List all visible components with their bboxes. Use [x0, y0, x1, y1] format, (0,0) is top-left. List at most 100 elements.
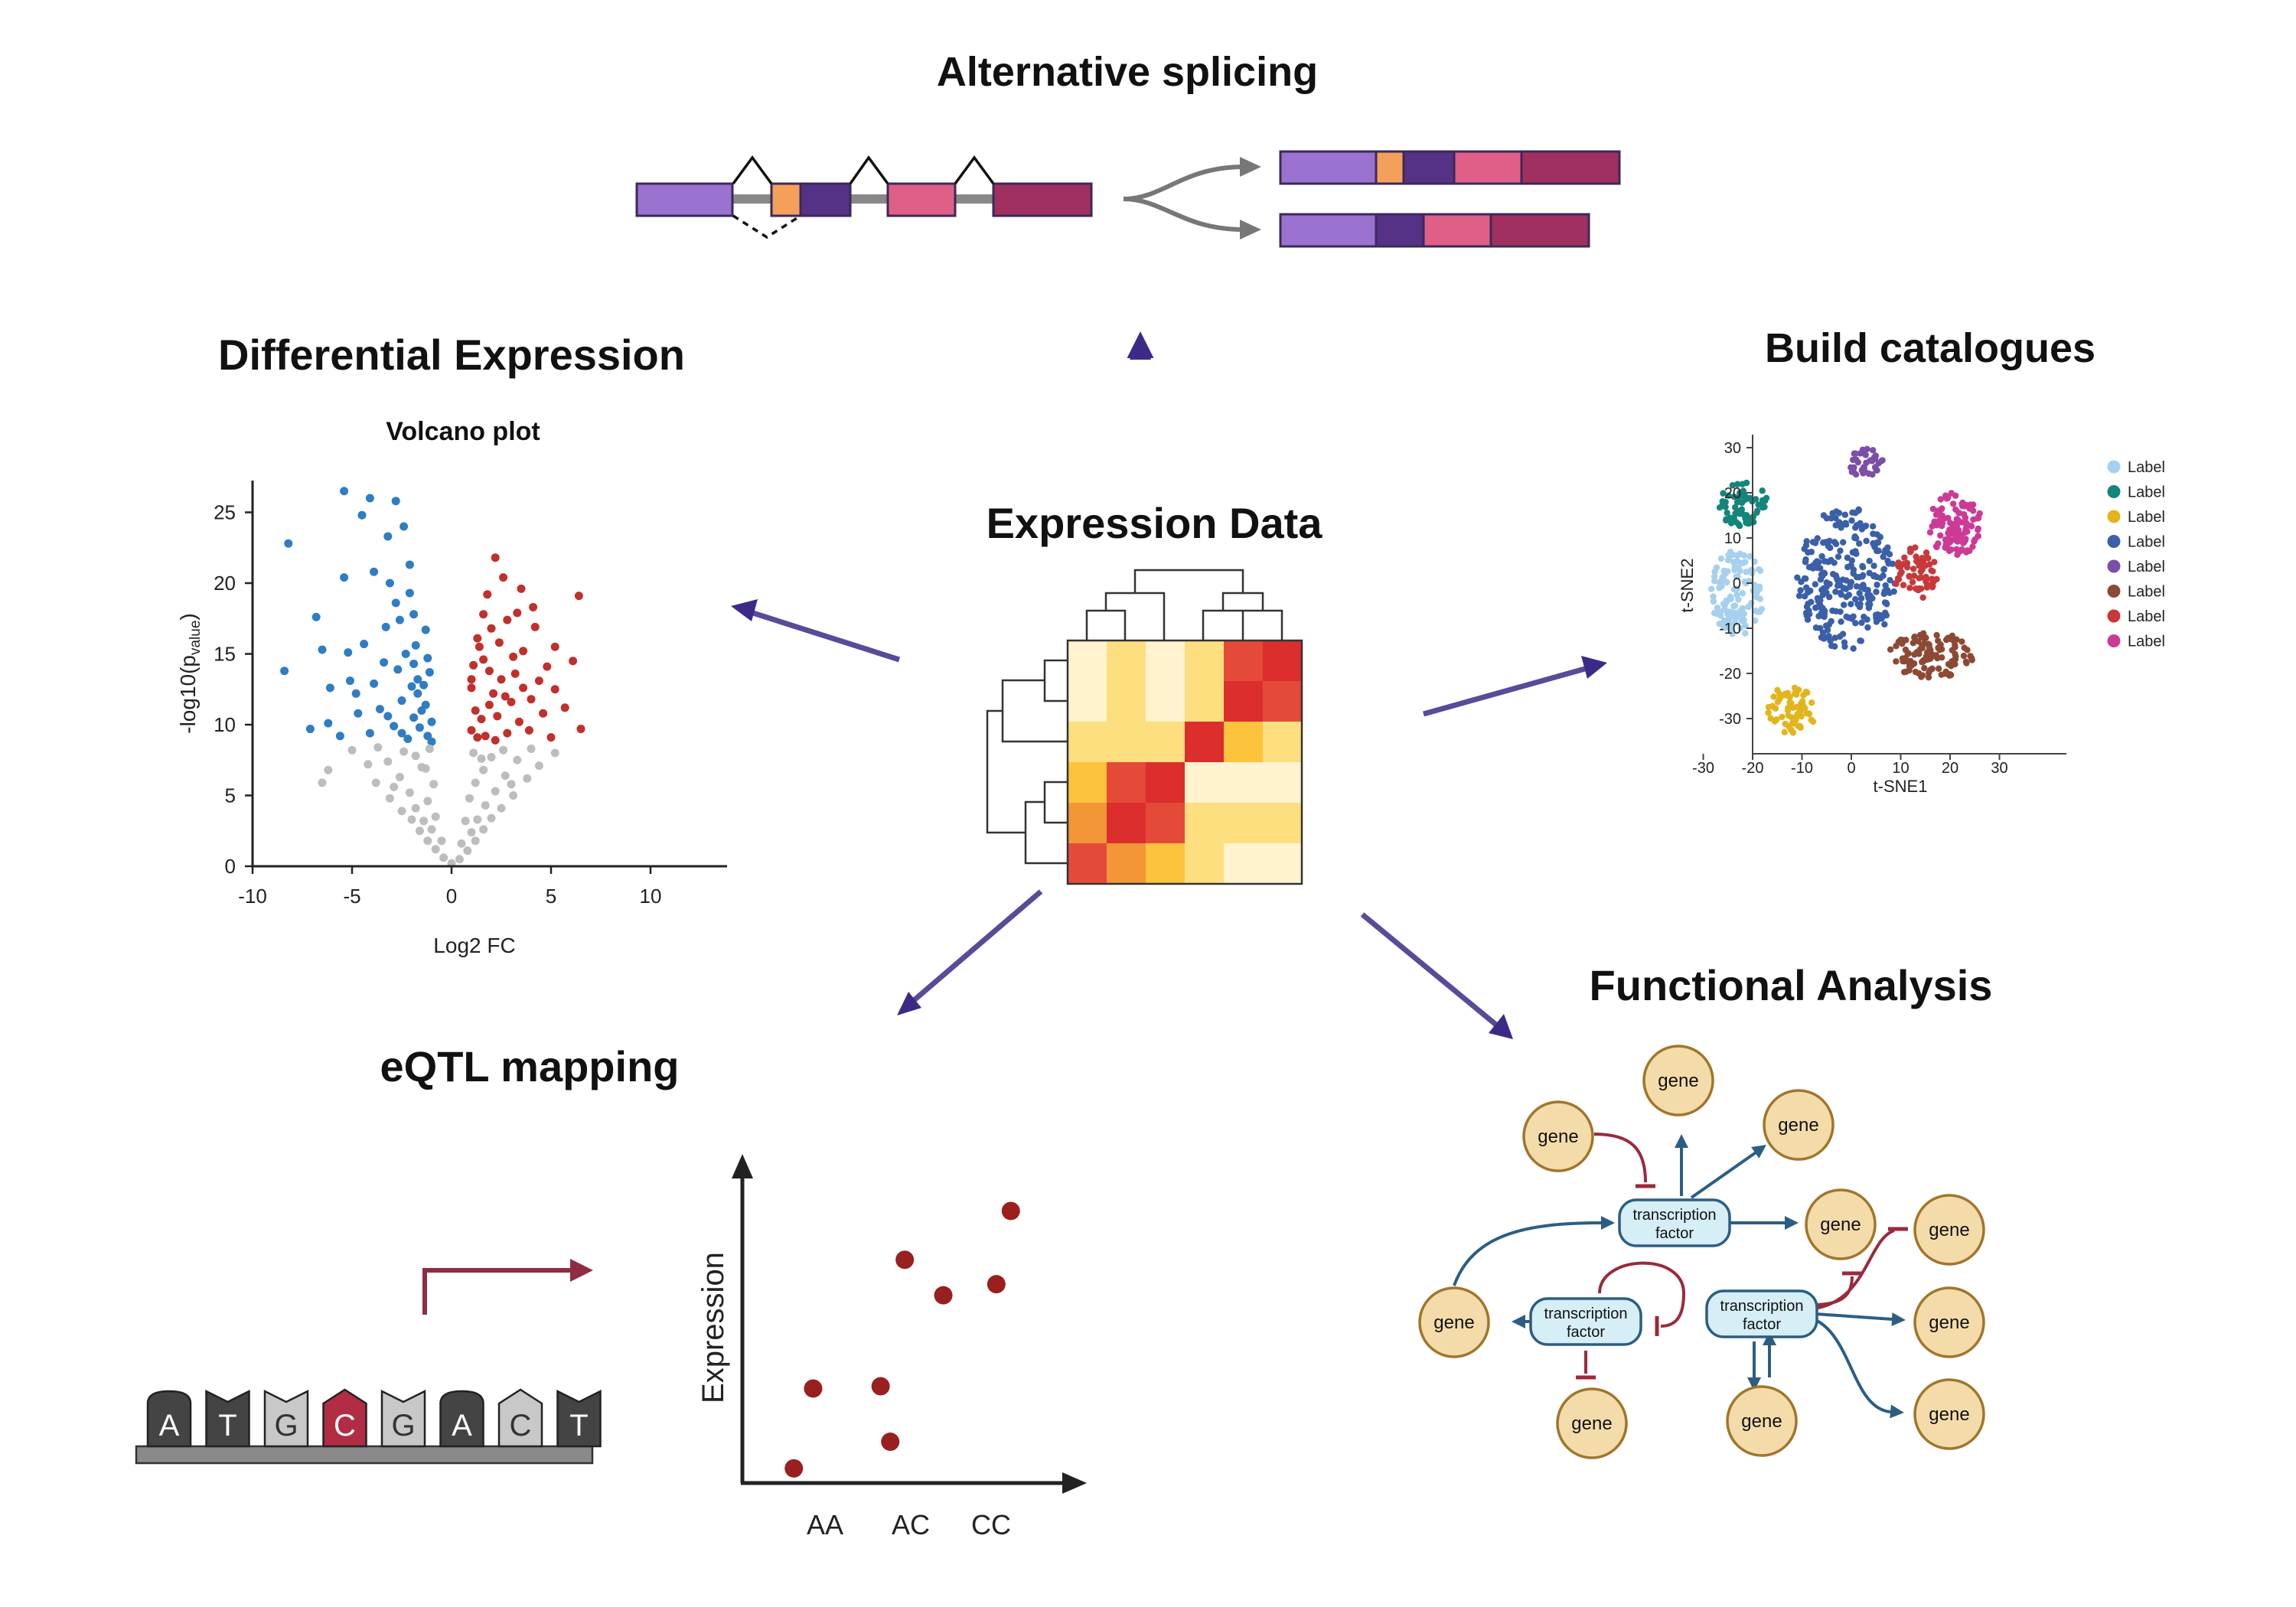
tsne-point: [1851, 533, 1858, 540]
volcano-point: [325, 683, 334, 693]
transcription-factor-box: [1705, 1289, 1818, 1338]
volcano-point: [347, 745, 357, 755]
splice-junction-skip: [732, 214, 801, 240]
volcano-point: [415, 723, 424, 732]
tsne-legend-label: Label: [2128, 484, 2165, 501]
tsne-point: [1797, 708, 1804, 715]
volcano-point: [527, 744, 536, 753]
volcano-y-tick-label: 20: [214, 572, 236, 595]
tsne-point: [1961, 644, 1968, 651]
gene-node-label: gene: [1741, 1411, 1782, 1432]
volcano-point: [370, 567, 379, 576]
tsne-point: [1929, 568, 1936, 575]
gene-node-circle: [1418, 1286, 1490, 1358]
tsne-point: [1730, 603, 1737, 610]
volcano-point: [431, 812, 440, 821]
tsne-point: [1893, 658, 1900, 665]
tsne-point: [1845, 592, 1853, 598]
tsne-point: [1875, 547, 1882, 555]
tsne-point: [1893, 580, 1900, 588]
tsne-point: [1855, 540, 1863, 547]
volcano-point: [494, 638, 504, 647]
tsne-point: [1918, 673, 1925, 680]
volcano-x-tick-label: -10: [238, 885, 267, 908]
tsne-point: [1722, 504, 1729, 510]
heatmap-cell: [1146, 843, 1186, 885]
gene-node-label: gene: [1929, 1312, 1969, 1333]
eqtl-point: [804, 1379, 823, 1398]
volcano-point: [405, 588, 414, 598]
heatmap-cell: [1185, 843, 1225, 885]
tsne-point: [1948, 663, 1955, 670]
tsne-point: [1838, 618, 1844, 625]
transcription-factor-label-line1: transcription: [1544, 1305, 1628, 1322]
tsne-point: [1874, 531, 1880, 538]
tsne-point: [1933, 631, 1940, 639]
tsne-point: [1900, 582, 1907, 588]
eqtl-category-ac: AC: [892, 1509, 930, 1540]
volcano-point: [397, 696, 406, 706]
tsne-point: [1803, 538, 1810, 545]
tsne-point: [1851, 450, 1858, 457]
volcano-point: [425, 744, 434, 753]
central-arrows: [731, 331, 1607, 1039]
tsne-point: [1727, 621, 1734, 628]
tsne-point: [1837, 589, 1844, 597]
volcano-point: [550, 685, 559, 694]
tsne-point: [1874, 582, 1880, 588]
volcano-y-tick-label: 15: [214, 643, 236, 666]
tsne-point: [1756, 566, 1763, 573]
differential-expression-title: Differential Expression: [218, 331, 685, 379]
volcano-point: [383, 712, 393, 721]
tsne-point: [1832, 514, 1839, 522]
dna-base: [556, 1389, 602, 1448]
tsne-point: [1787, 726, 1795, 733]
tsne-point: [1907, 657, 1914, 665]
volcano-point: [407, 682, 416, 691]
tsne-point: [1864, 624, 1871, 631]
tsne-point: [1923, 573, 1929, 581]
volcano-point: [427, 737, 436, 746]
gene-node-label: gene: [1929, 1404, 1969, 1425]
dna-base-letter: T: [218, 1409, 236, 1442]
heatmap-cell: [1068, 722, 1107, 763]
tsne-point: [1863, 537, 1870, 545]
eqtl-points: [784, 1201, 1020, 1478]
tsne-point: [1707, 585, 1715, 592]
volcano-y-label-sub: value: [188, 621, 204, 655]
volcano-point: [423, 654, 432, 663]
eqtl-y-axis-head: [732, 1154, 753, 1178]
volcano-point: [364, 760, 373, 769]
tsne-x-tick-label: 10: [1892, 760, 1909, 777]
tsne-point: [1841, 511, 1849, 518]
tsne-point: [1727, 520, 1735, 526]
tsne-point: [1784, 689, 1792, 696]
heatmap-cell: [1224, 641, 1264, 682]
tsne-point: [1857, 601, 1864, 608]
tsne-point: [1870, 539, 1877, 547]
volcano-point: [534, 761, 543, 771]
tsne-point: [1919, 594, 1926, 601]
tsne-point: [1738, 499, 1746, 507]
heatmap-border: [1066, 639, 1303, 885]
tsne-point: [1880, 553, 1887, 560]
edge-arrowhead: [1751, 1145, 1766, 1159]
dna-base-letter: T: [569, 1409, 588, 1442]
tsne-point: [1955, 517, 1962, 523]
tsne-point: [1939, 505, 1945, 512]
eqtl-point: [871, 1377, 890, 1396]
isoform-1-exon-1: [1279, 150, 1378, 185]
tsne-point: [1737, 489, 1743, 497]
heatmap-cell: [1146, 762, 1186, 804]
tsne-point: [1906, 585, 1913, 592]
tsne-point: [1857, 637, 1864, 644]
volcano-point: [477, 754, 486, 763]
volcano-point: [487, 753, 496, 762]
tsne-point: [1968, 522, 1975, 530]
tsne-point: [1942, 492, 1949, 499]
edge-arrowhead: [1512, 1315, 1525, 1328]
tsne-point: [1721, 601, 1729, 608]
tsne-point: [1949, 632, 1956, 640]
volcano-point: [576, 725, 585, 734]
